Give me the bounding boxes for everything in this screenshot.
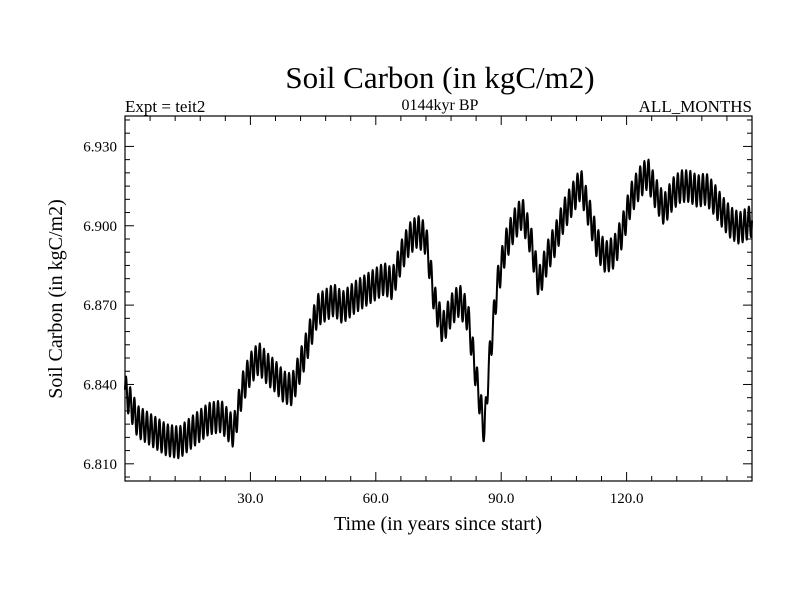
x-tick-label: 60.0 (363, 491, 389, 507)
series-line-soil-carbon (124, 158, 753, 460)
x-tick-label: 120.0 (610, 491, 644, 507)
x-tick-label: 90.0 (488, 491, 514, 507)
x-tick-label: 30.0 (237, 491, 263, 507)
y-axis-label: Soil Carbon (in kgC/m2) (45, 199, 67, 398)
ticks-layer: 30.0 60.0 90.0 120.0 6.810 6.840 6.870 6.900 6.9… (83, 116, 752, 507)
chart-title: Soil Carbon (in kgC/m2) (285, 60, 594, 95)
y-tick-label: 6.840 (83, 377, 117, 393)
plot-frame (124, 115, 753, 482)
experiment-label: Expt = teit2 (125, 97, 205, 116)
y-tick-label: 6.810 (83, 457, 117, 473)
chart-subtitle: 0144kyr BP (402, 97, 479, 114)
x-axis-label: Time (in years since start) (334, 513, 542, 535)
months-label: ALL_MONTHS (639, 97, 752, 116)
y-tick-label: 6.870 (83, 298, 117, 314)
y-tick-label: 6.900 (83, 219, 117, 235)
y-tick-label: 6.930 (83, 139, 117, 155)
